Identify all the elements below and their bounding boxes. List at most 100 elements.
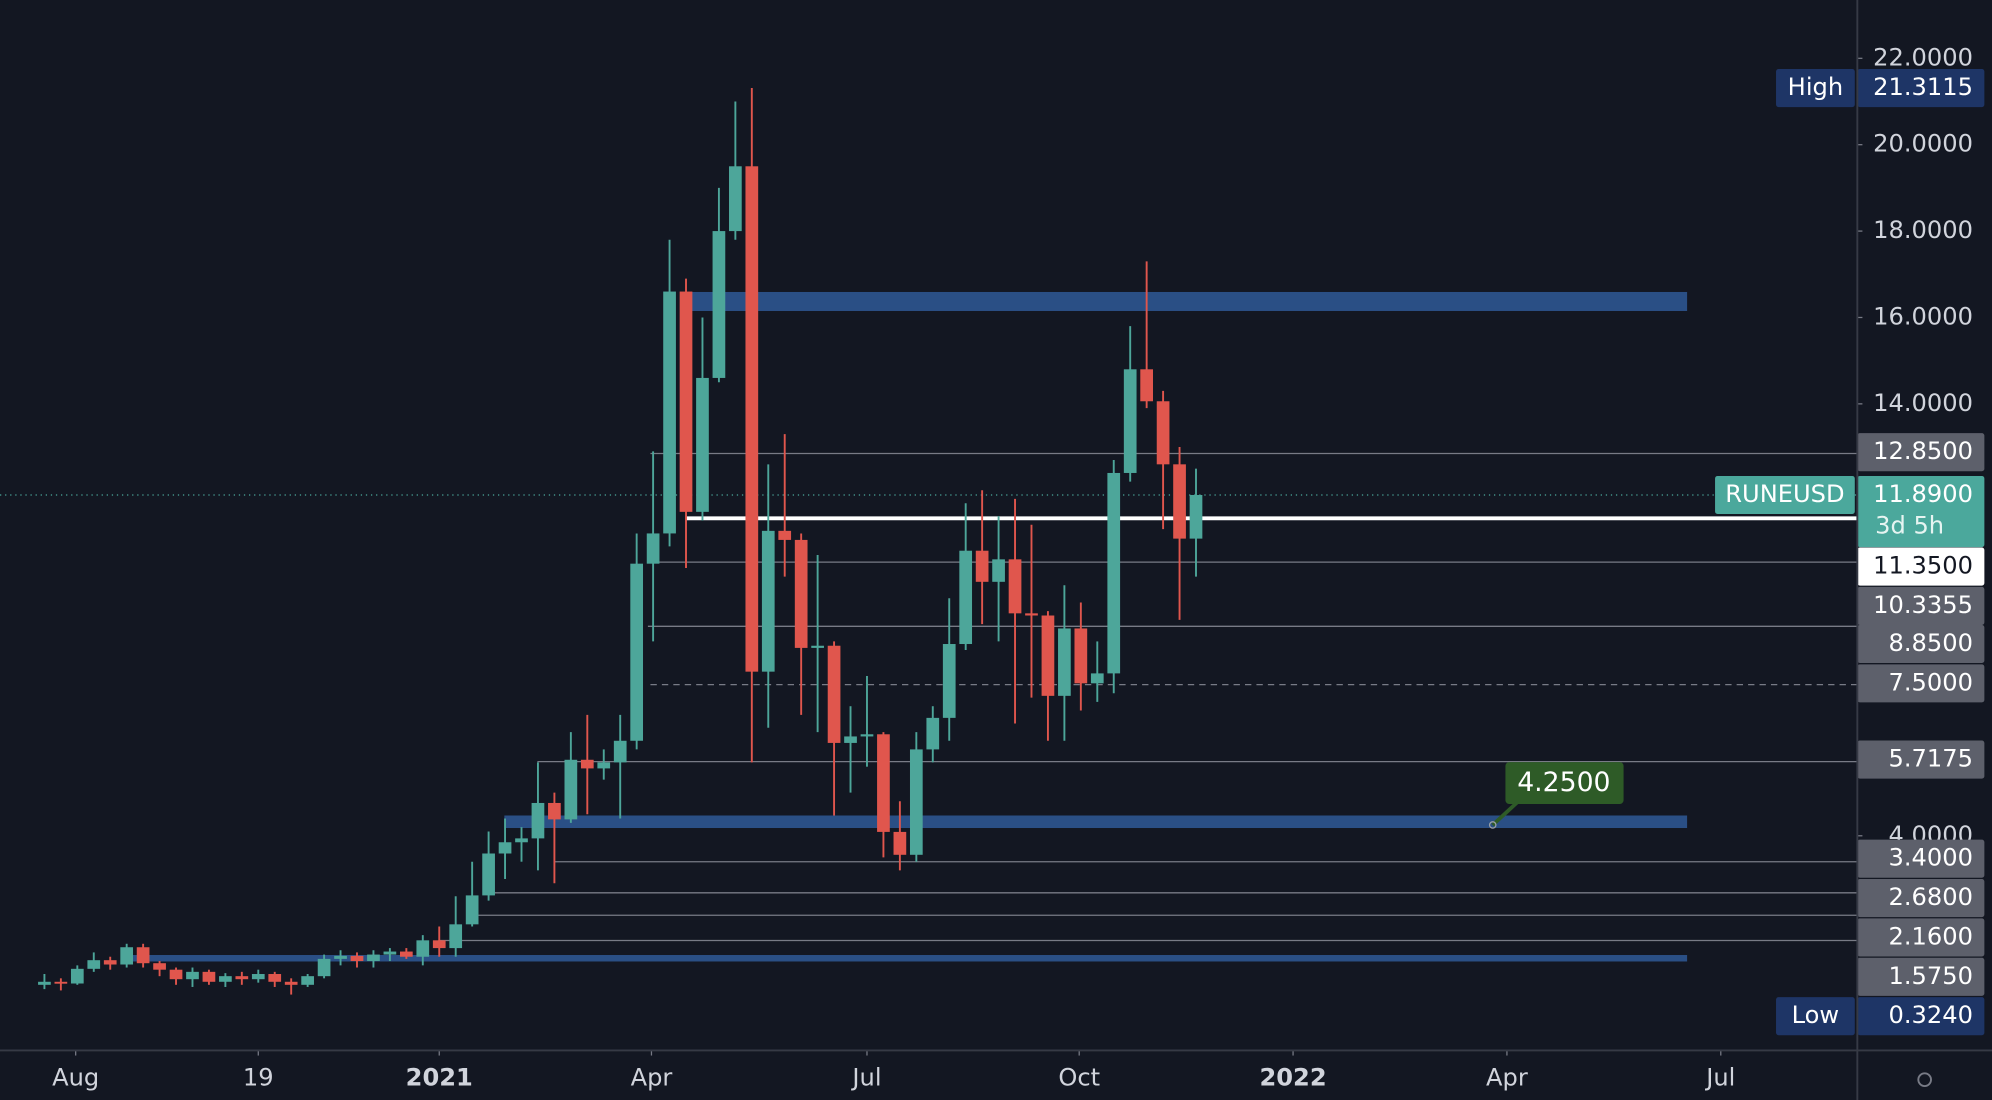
- candle-body: [580, 759, 594, 769]
- price-label-box: [1857, 433, 1985, 472]
- price-label: 2.6800: [1889, 883, 1973, 911]
- candle-body: [498, 842, 512, 854]
- candle-body: [630, 563, 644, 741]
- settings-icon[interactable]: [1917, 1072, 1932, 1087]
- candle-body: [169, 969, 183, 980]
- candle-body: [794, 539, 808, 648]
- candle-body: [268, 974, 282, 982]
- candle-body: [696, 377, 709, 512]
- candle-body: [515, 838, 528, 843]
- x-tick-label: Apr: [631, 1063, 673, 1091]
- candle-body: [1025, 613, 1038, 616]
- candle-body: [975, 550, 989, 582]
- candle-body: [153, 963, 166, 970]
- price-label: 5.7175: [1889, 745, 1973, 773]
- candle-body: [827, 645, 841, 743]
- x-tick-label: Apr: [1486, 1063, 1528, 1091]
- candle-body: [844, 736, 857, 743]
- last-price-box: [1857, 475, 1985, 548]
- candle-body: [860, 734, 874, 737]
- candle-body: [564, 759, 578, 820]
- price-label: 3.4000: [1889, 844, 1973, 872]
- candle-body: [893, 831, 907, 855]
- price-label-box: [1857, 547, 1985, 586]
- extreme-value-box: [1857, 68, 1985, 108]
- extreme-name: Low: [1792, 1001, 1840, 1029]
- candle-body: [334, 955, 347, 959]
- candle-body: [926, 717, 940, 750]
- extreme-value: 0.3240: [1889, 1001, 1973, 1029]
- price-label-box: [1857, 624, 1985, 664]
- candle-body: [877, 734, 890, 832]
- symbol-label-box: [1715, 475, 1855, 515]
- candle-body: [597, 762, 611, 769]
- candle-body: [679, 291, 693, 512]
- candle-body: [1140, 369, 1153, 402]
- candle-body: [284, 981, 298, 985]
- candle-body: [663, 291, 676, 534]
- candle-body: [383, 951, 397, 955]
- price-label: 7.5000: [1889, 668, 1973, 696]
- candle-body: [613, 740, 627, 763]
- candle-body: [1173, 464, 1186, 539]
- candle-body: [811, 645, 824, 648]
- candle-body: [70, 968, 84, 984]
- y-tick-label: 14.0000: [1873, 389, 1973, 417]
- x-tick-label: 2022: [1259, 1063, 1326, 1091]
- candle-body: [350, 955, 364, 962]
- candle-body: [1123, 369, 1137, 473]
- candle-body: [712, 231, 726, 378]
- x-tick-label: 2021: [406, 1063, 473, 1091]
- price-label-box: [1857, 664, 1985, 703]
- countdown-label: 3d 5h: [1875, 512, 1944, 540]
- y-tick-label: 16.0000: [1873, 302, 1973, 330]
- y-tick-label: 18.0000: [1873, 216, 1973, 244]
- extreme-name-box: [1776, 68, 1855, 108]
- callout-point: [1488, 821, 1497, 829]
- symbol-label: RUNEUSD: [1725, 480, 1844, 508]
- price-label: 12.8500: [1873, 437, 1973, 465]
- callout-box: [1505, 762, 1624, 805]
- y-tick-label: 20.0000: [1873, 130, 1973, 158]
- candle-body: [942, 644, 956, 718]
- candle-body: [219, 976, 232, 982]
- candle-body: [778, 530, 792, 540]
- extreme-name: High: [1788, 73, 1843, 101]
- candle-body: [87, 960, 101, 969]
- candle-body: [120, 947, 134, 965]
- zone: [127, 955, 1688, 962]
- y-tick-label: 22.0000: [1873, 43, 1973, 71]
- candle-body: [416, 940, 430, 957]
- x-tick-label: Jul: [1704, 1063, 1735, 1091]
- candle-body: [959, 550, 973, 645]
- candle-body: [646, 533, 660, 564]
- x-tick-label: Oct: [1058, 1063, 1100, 1091]
- extreme-value-box: [1857, 997, 1985, 1036]
- callout-label: 4.2500: [1517, 767, 1610, 798]
- candle-body: [909, 749, 923, 855]
- candle-body: [202, 971, 216, 982]
- candle-body: [38, 981, 51, 985]
- price-label-box: [1857, 586, 1985, 625]
- price-label: 8.8500: [1889, 629, 1973, 657]
- price-label-box: [1857, 918, 1985, 957]
- candle-body: [54, 981, 68, 984]
- price-label: 10.3355: [1873, 591, 1973, 619]
- candle-body: [548, 802, 561, 820]
- candle-body: [301, 976, 314, 985]
- zone: [504, 815, 1688, 829]
- candle-body: [136, 947, 150, 964]
- candle-body: [1074, 628, 1088, 684]
- price-label-box: [1857, 957, 1985, 996]
- candle-body: [729, 166, 742, 232]
- candle-body: [482, 853, 495, 896]
- x-tick-label: Jul: [850, 1063, 881, 1091]
- candle-body: [367, 954, 380, 962]
- x-tick-label: 19: [243, 1063, 274, 1091]
- candle-body: [1107, 472, 1121, 674]
- zone: [686, 291, 1688, 311]
- price-label: 2.1600: [1889, 922, 1973, 950]
- price-label-box: [1857, 878, 1985, 918]
